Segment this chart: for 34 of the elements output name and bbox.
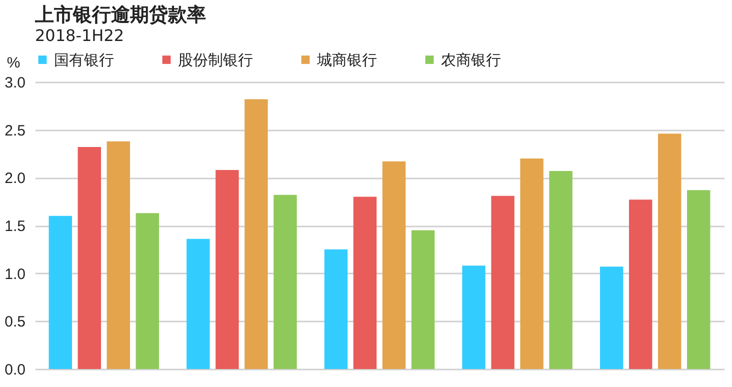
bar <box>382 161 406 369</box>
y-tick-label: 1.0 <box>4 266 26 283</box>
bar <box>106 141 130 369</box>
y-tick-label: 0.0 <box>4 362 26 378</box>
bar <box>687 190 710 369</box>
y-tick-label: 2.5 <box>4 122 26 140</box>
bar <box>353 196 377 369</box>
bar <box>520 158 544 369</box>
bar <box>491 196 514 369</box>
bar <box>628 200 652 369</box>
legend-label: 国有银行 <box>54 52 114 69</box>
legend-label: 农商银行 <box>441 52 501 69</box>
y-axis-title: % <box>6 54 20 72</box>
bar <box>324 249 348 369</box>
bar <box>462 266 486 369</box>
bar <box>658 134 682 369</box>
legend-label: 股份制银行 <box>178 52 253 69</box>
chart-subtitle: 2018-1H22 <box>35 26 124 45</box>
y-tick-label: 1.5 <box>4 218 26 235</box>
bar <box>244 99 268 369</box>
bar <box>136 213 160 369</box>
bar <box>48 216 72 369</box>
y-tick-label: 0.5 <box>4 314 26 331</box>
bar <box>549 170 572 369</box>
chart-title: 上市银行逾期贷款率 <box>34 4 206 26</box>
bar <box>411 230 435 369</box>
legend-label: 城商银行 <box>316 52 377 69</box>
bar <box>78 147 101 369</box>
y-tick-label: 3.0 <box>4 74 26 92</box>
bar <box>216 170 239 369</box>
bar <box>600 266 624 369</box>
bar <box>186 238 210 369</box>
bar <box>274 194 297 369</box>
y-tick-label: 2.0 <box>4 170 26 188</box>
